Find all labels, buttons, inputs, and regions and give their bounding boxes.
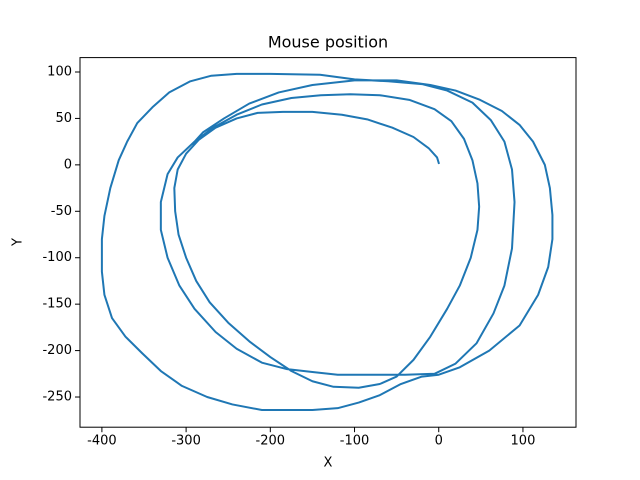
x-tick-label: 0 xyxy=(435,434,443,449)
y-tick-label: -250 xyxy=(42,390,72,405)
y-tick-label: 50 xyxy=(55,111,72,126)
x-tick-label: 100 xyxy=(511,434,536,449)
y-tick-label: 100 xyxy=(47,64,72,79)
y-axis-label: Y xyxy=(11,238,26,247)
plot-frame xyxy=(79,57,577,428)
y-tick-label: -200 xyxy=(42,343,72,358)
y-tick-label: 0 xyxy=(64,157,72,172)
line xyxy=(100,72,554,412)
y-tick-label: -150 xyxy=(42,297,72,312)
x-tick-label: -200 xyxy=(256,434,286,449)
chart-title: Mouse position xyxy=(268,33,388,52)
x-tick-label: -400 xyxy=(87,434,117,449)
y-tick-label: -50 xyxy=(51,204,72,219)
x-axis-label: X xyxy=(324,456,333,471)
y-tick-label: -100 xyxy=(42,250,72,265)
x-tick-label: -300 xyxy=(171,434,201,449)
x-tick-label: -100 xyxy=(340,434,370,449)
